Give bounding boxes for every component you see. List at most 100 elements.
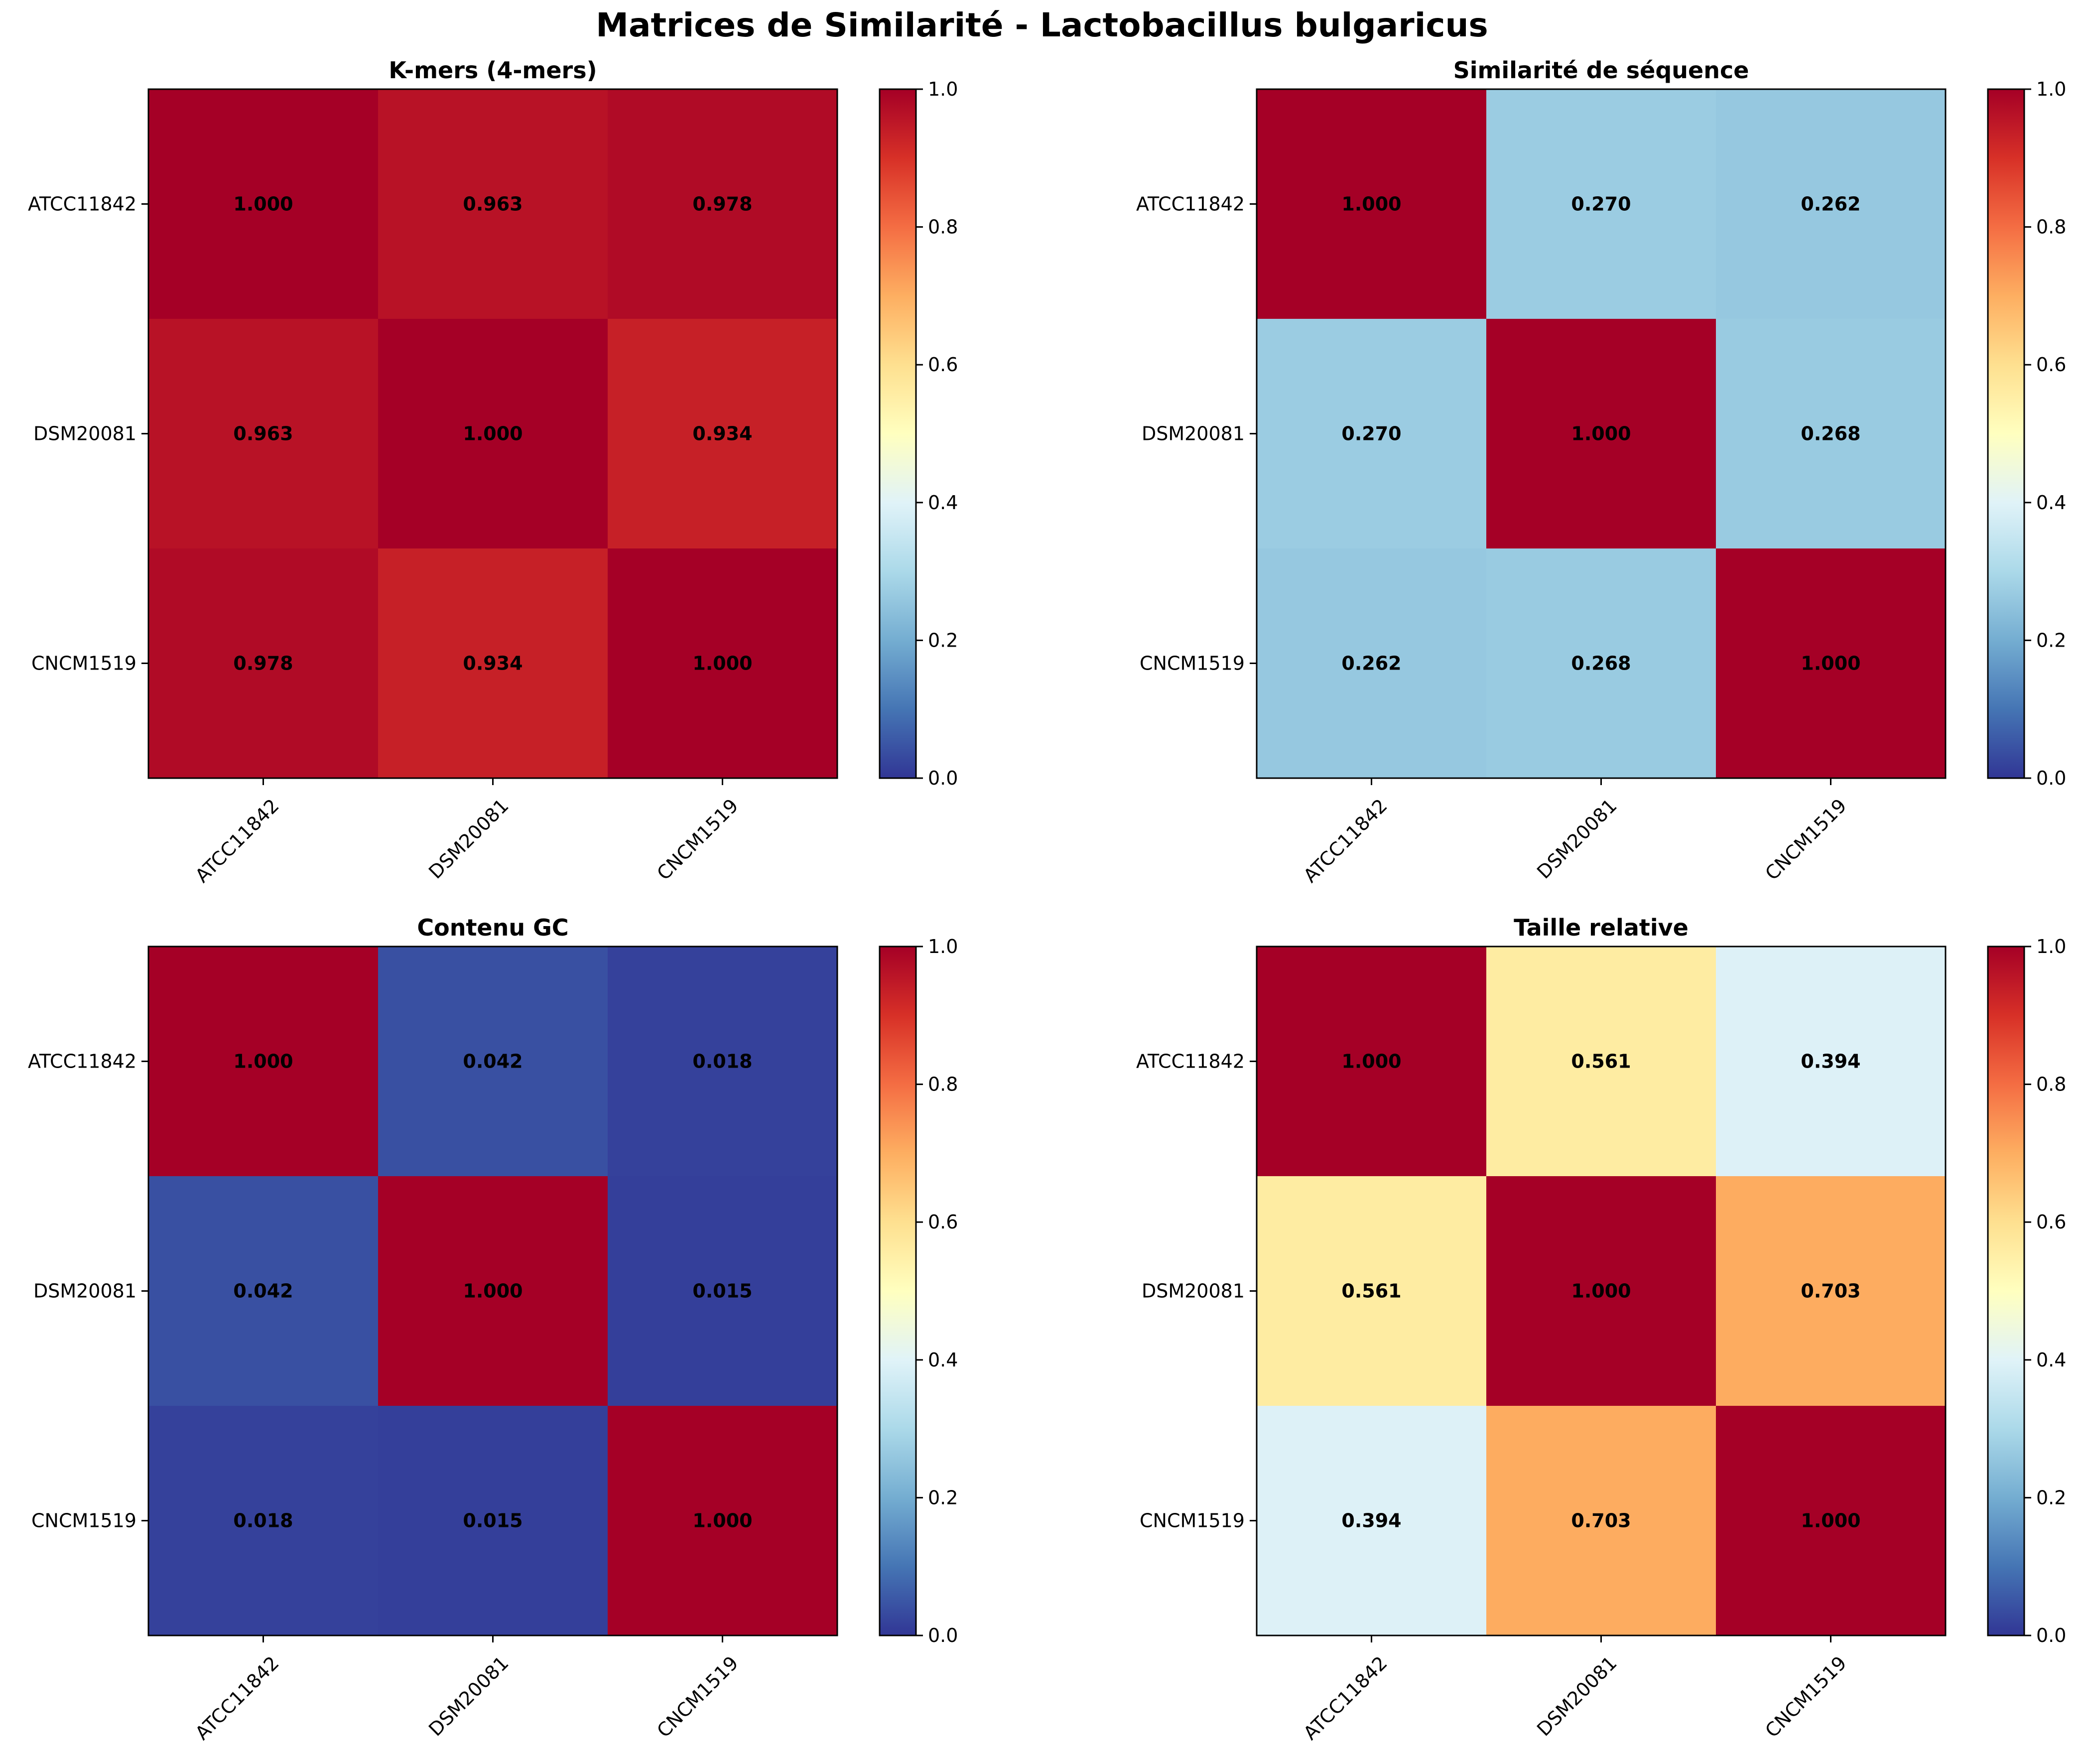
panel-3-cell-label: 0.015: [692, 1280, 752, 1302]
panel-2-colorbar: [1988, 89, 2024, 778]
panel-4-cell-label: 1.000: [1801, 1510, 1860, 1532]
panel-4-ytick-label: DSM20081: [1142, 1280, 1245, 1302]
panel-4-xtick-label: CNCM1519: [1761, 1652, 1850, 1742]
panel-2-cell-label: 1.000: [1801, 653, 1860, 675]
panel-1-cell: [608, 319, 838, 549]
panel-4-ytick-label: CNCM1519: [1140, 1510, 1245, 1532]
panel-4-cell: [1257, 1176, 1487, 1406]
panel-3-cell: [148, 947, 379, 1177]
panel-4-cell-label: 0.703: [1571, 1510, 1631, 1532]
panel-2-xtick-label: CNCM1519: [1761, 795, 1850, 884]
panel-3-cell-label: 0.018: [692, 1051, 752, 1073]
panel-4-cell-label: 0.394: [1341, 1510, 1401, 1532]
panel-2-cell: [1257, 89, 1487, 319]
panel-3-cell-label: 0.042: [463, 1051, 522, 1073]
panel-3-colorbar-tick-label: 0.2: [928, 1487, 958, 1508]
panel-3-ytick-label: ATCC11842: [28, 1051, 136, 1073]
panel-1-colorbar-tick-label: 0.4: [928, 492, 958, 514]
panel-3-cell: [608, 1176, 838, 1406]
panel-2-cell: [1716, 319, 1946, 549]
panel-1-colorbar-tick-label: 0.6: [928, 354, 958, 376]
panel-4-colorbar-tick-label: 0.8: [2036, 1074, 2066, 1095]
panel-3-cell: [378, 1176, 608, 1406]
panel-3-colorbar-tick-label: 0.4: [928, 1349, 958, 1371]
panel-3-title: Contenu GC: [417, 914, 568, 941]
panel-1-colorbar: [880, 89, 916, 778]
panel-2-colorbar-tick-label: 0.2: [2036, 629, 2066, 651]
panel-2-ytick-label: DSM20081: [1142, 423, 1245, 445]
panel-2-cell-label: 1.000: [1341, 193, 1401, 215]
panel-1-colorbar-tick-label: 0.0: [928, 767, 958, 789]
panel-4-cell: [1257, 1406, 1487, 1636]
panel-2-cell: [1257, 548, 1487, 779]
panel-4-cell-label: 1.000: [1341, 1051, 1401, 1073]
panel-2-cell: [1486, 319, 1716, 549]
panel-1-cell-label: 1.000: [233, 193, 293, 215]
panel-4-cell: [1716, 1176, 1946, 1406]
panel-1-cell: [378, 319, 608, 549]
panel-3-cell-label: 1.000: [463, 1280, 522, 1302]
panel-1-cell-label: 0.978: [692, 193, 752, 215]
panel-2-cell: [1716, 89, 1946, 319]
panel-1-cell: [378, 548, 608, 779]
panel-4-colorbar-tick-label: 0.0: [2036, 1625, 2066, 1646]
panel-4-colorbar-tick-label: 1.0: [2036, 936, 2066, 957]
panel-4-cell: [1716, 1406, 1946, 1636]
panel-3-cell-label: 0.042: [233, 1280, 293, 1302]
panel-3-cell-label: 1.000: [692, 1510, 752, 1532]
panel-3-xtick-label: ATCC11842: [191, 1652, 283, 1744]
panel-4-cell: [1486, 1406, 1716, 1636]
panel-3-cell-label: 0.018: [233, 1510, 293, 1532]
panel-2-ytick-label: ATCC11842: [1136, 193, 1245, 215]
panel-3-cell: [148, 1406, 379, 1636]
panel-2-cell: [1716, 548, 1946, 779]
panel-2-colorbar-tick-label: 0.8: [2036, 216, 2066, 238]
panel-4-cell-label: 0.703: [1801, 1280, 1860, 1302]
panel-3-xtick-label: DSM20081: [424, 1652, 513, 1741]
panel-3-colorbar-frame: [879, 946, 917, 1636]
panel-4-cell-label: 0.561: [1341, 1280, 1401, 1302]
panel-4-cell: [1257, 947, 1487, 1177]
panel-1-ytick-label: CNCM1519: [31, 653, 136, 675]
panel-4-cell-label: 1.000: [1571, 1280, 1631, 1302]
panel-4-colorbar: [1988, 947, 2024, 1635]
panel-1-cell-label: 0.963: [463, 193, 522, 215]
panel-3-ytick-label: CNCM1519: [31, 1510, 136, 1532]
panel-2-ytick-label: CNCM1519: [1140, 653, 1245, 675]
panel-4-colorbar-tick-label: 0.6: [2036, 1211, 2066, 1233]
panel-4-colorbar-tick-label: 0.4: [2036, 1349, 2066, 1371]
panel-2-cell-label: 0.262: [1341, 653, 1401, 675]
panel-1-colorbar-tick-label: 0.8: [928, 216, 958, 238]
panel-3-cell-label: 0.015: [463, 1510, 522, 1532]
panel-3-cell: [148, 1176, 379, 1406]
panel-2-cell-label: 0.268: [1801, 423, 1860, 445]
panel-3-colorbar-tick-label: 0.8: [928, 1074, 958, 1095]
panel-2-colorbar-tick-label: 1.0: [2036, 78, 2066, 100]
panel-4-colorbar-frame: [1987, 946, 2025, 1636]
panel-2-colorbar-tick-label: 0.6: [2036, 354, 2066, 376]
panel-2-colorbar-tick-label: 0.0: [2036, 767, 2066, 789]
panel-1-cell: [148, 548, 379, 779]
panel-1-ytick-label: DSM20081: [33, 423, 136, 445]
panel-2-cell: [1486, 89, 1716, 319]
panel-1-colorbar-frame: [879, 88, 917, 779]
figure-title: Matrices de Similarité - Lactobacillus b…: [596, 6, 1488, 44]
panel-2-xtick-label: ATCC11842: [1299, 795, 1391, 887]
panel-1-cell-label: 0.934: [463, 653, 522, 675]
panel-4-xtick-label: ATCC11842: [1299, 1652, 1391, 1744]
panel-3-cell-label: 1.000: [233, 1051, 293, 1073]
panel-1-cell: [608, 548, 838, 779]
panel-1-xtick-label: DSM20081: [424, 795, 513, 883]
panel-3-cell: [378, 947, 608, 1177]
panel-3-xtick-label: CNCM1519: [652, 1652, 742, 1742]
panel-2-cell-label: 1.000: [1571, 423, 1631, 445]
panel-4-title: Taille relative: [1514, 914, 1689, 941]
panel-3-cell: [378, 1406, 608, 1636]
panel-1-title: K-mers (4-mers): [389, 57, 597, 84]
panel-1-xtick-label: CNCM1519: [652, 795, 742, 884]
panel-1-cell-label: 1.000: [692, 653, 752, 675]
panel-4-cell-label: 0.394: [1801, 1051, 1860, 1073]
panel-4-cell: [1716, 947, 1946, 1177]
